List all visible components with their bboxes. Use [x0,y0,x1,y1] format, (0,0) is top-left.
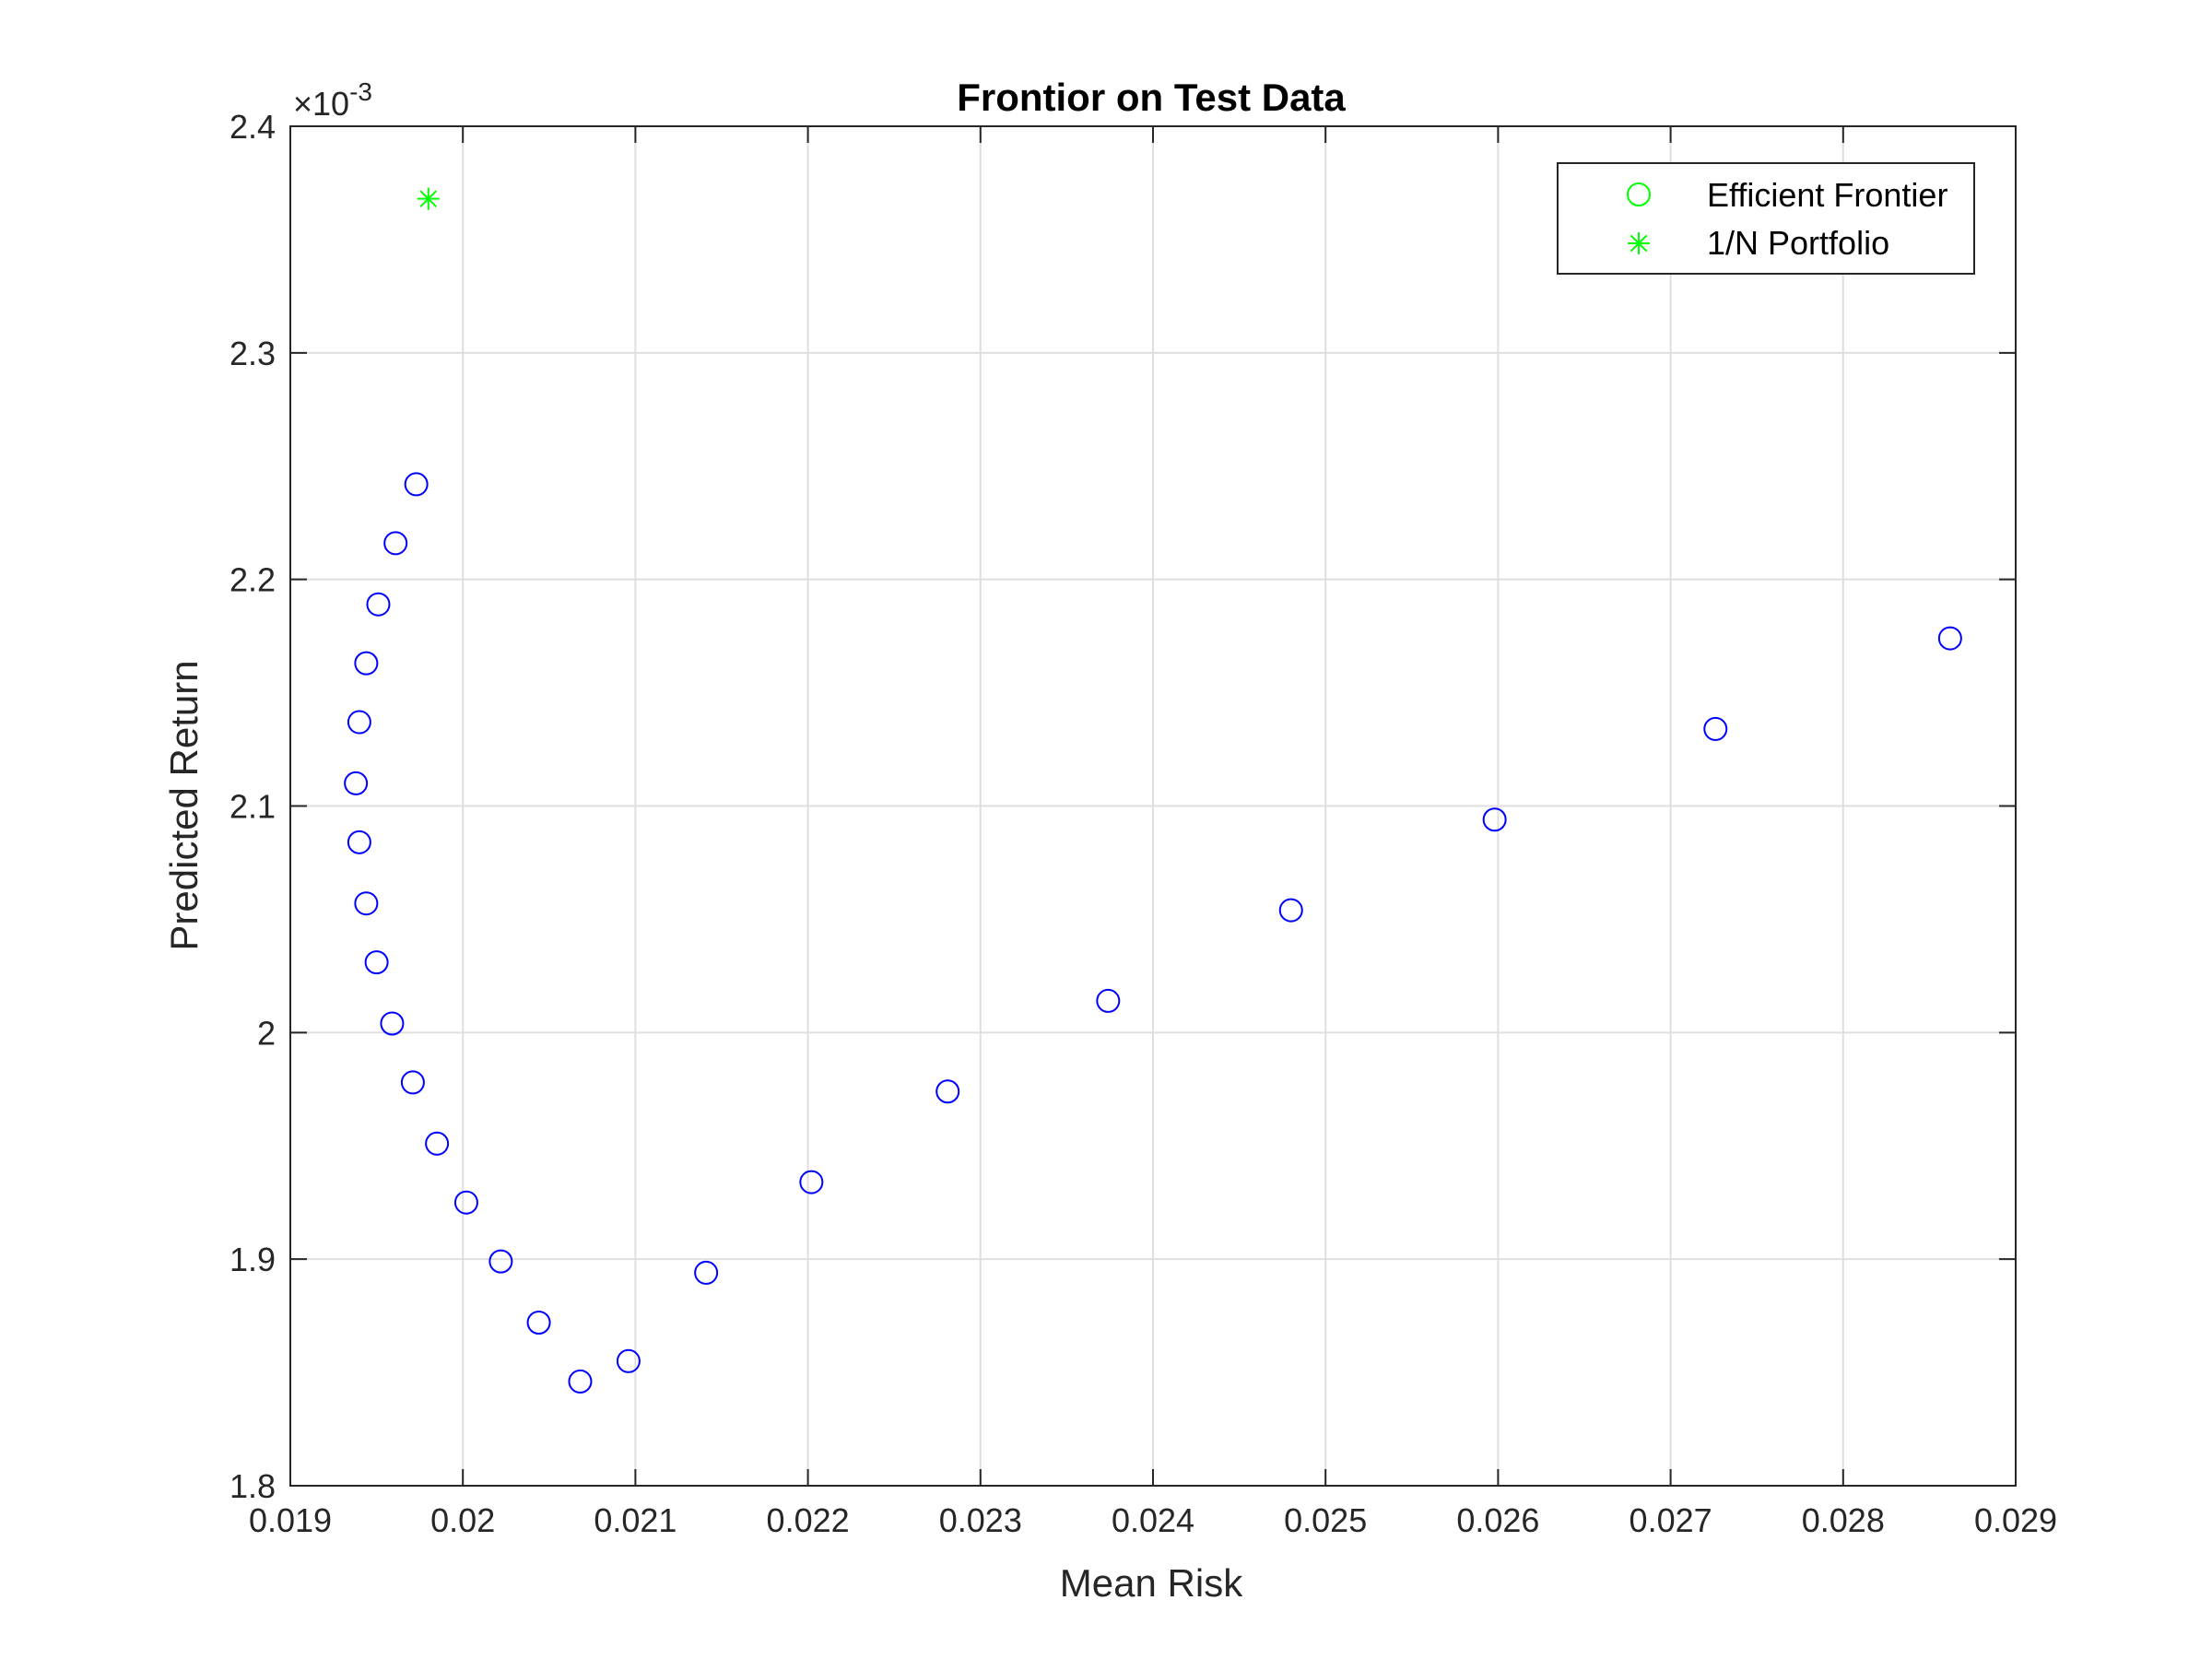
x-tick-label: 0.028 [1802,1501,1885,1539]
efficient-frontier-point [568,1369,593,1394]
y-axis-exponent: ×10-3 [293,77,372,123]
efficient-frontier-point [1278,898,1303,923]
y-exponent-base: ×10 [293,85,349,123]
efficient-frontier-point [425,1131,450,1156]
efficient-frontier-point [1703,716,1728,741]
legend-label-1n-portfolio: 1/N Portfolio [1707,224,1889,262]
efficient-frontier-point [694,1260,719,1285]
efficient-frontier-point [354,651,379,676]
efficient-frontier-point [366,592,391,617]
efficient-frontier-point [344,771,369,795]
legend-label-efficient-frontier: Efficient Frontier [1707,176,1947,214]
data-marks [344,187,1962,1394]
y-exponent-power: -3 [349,77,372,106]
efficient-frontier-point [1096,988,1121,1013]
y-tick-label: 2.2 [229,561,276,599]
y-tick-label: 2 [257,1014,276,1052]
efficient-frontier-point [347,830,371,854]
x-tick-label: 0.024 [1112,1501,1194,1539]
y-tick-label: 2.1 [229,788,276,826]
x-tick-label: 0.019 [249,1501,332,1539]
1n-portfolio-legend-glyph [1628,232,1650,254]
svg-text:×10-3: ×10-3 [293,77,372,123]
y-tick-label: 2.4 [229,108,276,146]
axis-ticks: 0.019 0.02 0.021 0.022 0.023 0.024 0.025 0.026 0… [229,108,2057,1539]
x-tick-label: 0.022 [767,1501,850,1539]
legend-marker-efficient-frontier [1627,182,1651,206]
y-axis-label: Predicted Return [162,660,206,950]
efficient-frontier-point [799,1170,824,1194]
efficient-frontier-point [616,1348,641,1373]
efficient-frontier-point [400,1070,425,1095]
efficient-frontier-point [354,891,379,916]
legend: Efficient Frontier 1/N Portfolio [1557,162,1975,275]
y-tick-label: 1.9 [229,1241,276,1278]
x-tick-label: 0.026 [1456,1501,1539,1539]
y-tick-label: 2.3 [229,335,276,372]
legend-marker-1n-portfolio [1628,232,1650,254]
efficient-frontier-point [526,1311,551,1335]
y-tick-label: 1.8 [229,1467,276,1505]
chart-title: Frontior on Test Data [957,76,1346,119]
efficient-frontier-point [380,1011,405,1036]
x-tick-label: 0.025 [1284,1501,1367,1539]
efficient-frontier-point [404,472,429,497]
efficient-frontier-point [453,1190,478,1215]
1n-portfolio-point [417,187,440,210]
x-axis-label: Mean Risk [1060,1561,1243,1605]
x-tick-label: 0.029 [1974,1501,2057,1539]
efficient-frontier-point [383,531,408,556]
efficient-frontier-point [1482,807,1507,832]
legend-box [1557,162,1975,275]
x-tick-label: 0.02 [430,1501,495,1539]
efficient-frontier-point [1937,626,1962,651]
efficient-frontier-point [488,1249,513,1274]
efficient-frontier-point [364,950,389,975]
x-tick-label: 0.023 [939,1501,1022,1539]
efficient-frontier-point [935,1079,960,1104]
efficient-frontier-point [347,710,371,735]
x-tick-label: 0.027 [1630,1501,1712,1539]
x-tick-label: 0.021 [594,1501,677,1539]
